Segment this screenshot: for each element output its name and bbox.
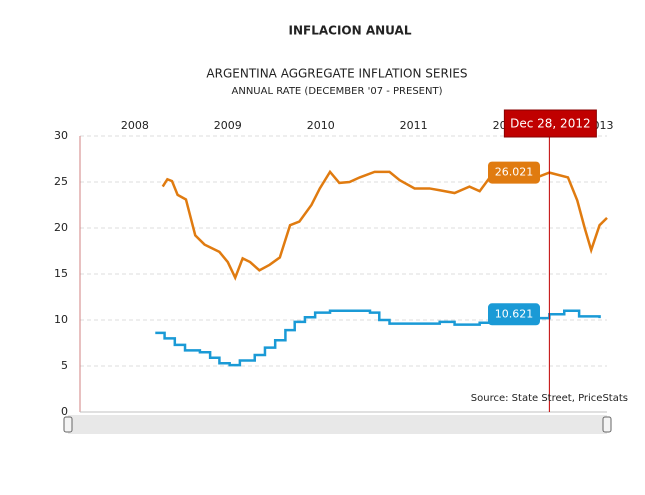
source-note: Source: State Street, PriceStats (471, 393, 628, 404)
chart-subtitle: ARGENTINA AGGREGATE INFLATION SERIES (206, 67, 467, 81)
y-tick-label: 15 (54, 267, 68, 280)
navigator-track (68, 415, 607, 434)
chart-title: INFLACION ANUAL (289, 24, 412, 38)
value-label-box (488, 161, 540, 184)
crosshair-label: Dec 28, 2012 (510, 117, 590, 131)
crosshair-label-box (503, 109, 597, 138)
y-tick-label: 0 (61, 405, 68, 418)
value-label: 26.021 (495, 166, 534, 179)
y-tick-label: 20 (54, 221, 68, 234)
y-tick-label: 25 (54, 175, 68, 188)
x-tick-label: 2009 (214, 119, 242, 132)
x-tick-label: 2010 (307, 119, 335, 132)
y-tick-label: 5 (61, 359, 68, 372)
y-tick-label: 30 (54, 129, 68, 142)
navigator-handle[interactable] (602, 416, 612, 433)
navigator[interactable] (63, 415, 612, 434)
navigator-handle[interactable] (63, 416, 73, 433)
chart-subtitle: ANNUAL RATE (DECEMBER '07 - PRESENT) (232, 86, 443, 97)
value-label-box (488, 303, 540, 326)
value-label: 10.621 (495, 307, 534, 320)
x-tick-label: 2011 (400, 119, 428, 132)
x-tick-label: 2008 (121, 119, 149, 132)
y-tick-label: 10 (54, 313, 68, 326)
series-line (161, 168, 608, 281)
